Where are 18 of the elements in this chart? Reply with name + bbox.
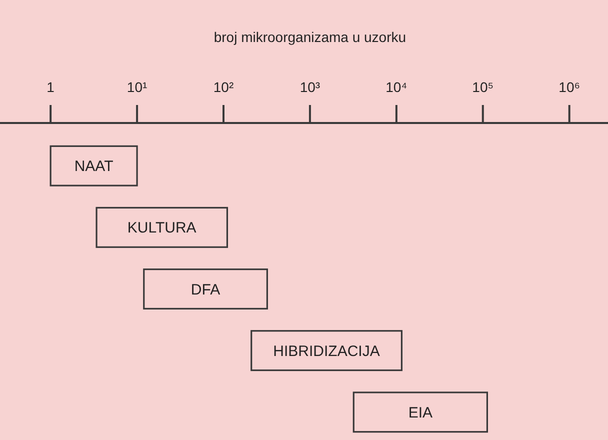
bar xyxy=(352,392,488,433)
x-tick-label: 10³ xyxy=(300,79,320,95)
x-axis-title: broj mikroorganizama u uzorku xyxy=(214,29,406,45)
x-tick-label: 10⁶ xyxy=(558,79,580,95)
x-tick-label: 1 xyxy=(46,79,55,95)
y-tick-label: EIA xyxy=(408,404,433,422)
x-tick-label: 10⁵ xyxy=(472,79,494,95)
bar xyxy=(250,330,402,372)
bar xyxy=(143,268,268,310)
x-tick-label: 10⁴ xyxy=(386,79,408,95)
y-tick-label: DFA xyxy=(190,281,220,298)
x-tick-label: 10¹ xyxy=(126,79,148,95)
y-tick-label: NAAT xyxy=(74,158,114,176)
y-tick-label: HIBRIDIZACIJA xyxy=(273,342,380,360)
bar xyxy=(96,206,228,248)
y-tick-label: KULTURA xyxy=(127,220,196,237)
bar xyxy=(50,145,138,186)
x-tick-label: 10² xyxy=(213,79,234,95)
